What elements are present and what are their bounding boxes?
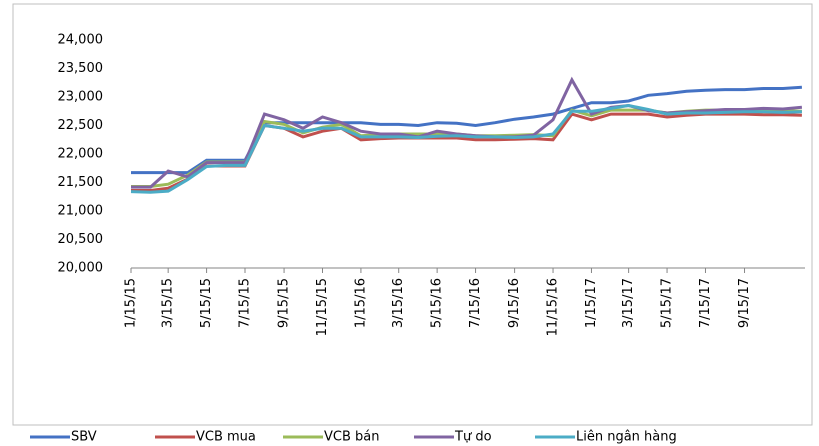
x-tick-label: 5/15/16 [430,278,445,328]
x-tick-label: 9/15/17 [737,278,752,328]
x-tick-label: 9/15/15 [277,278,292,328]
x-tick-label: 3/15/15 [161,278,176,328]
x-tick-label: 1/15/15 [124,278,139,328]
series-line [130,103,802,194]
x-tick-label: 11/15/15 [315,278,330,336]
y-tick-label: 23,000 [58,90,104,105]
y-tick-label: 22,000 [58,147,104,162]
series-line [131,108,802,188]
legend-label: VCB mua [196,430,256,445]
y-tick-label: 23,500 [58,61,104,76]
x-tick-label: 3/15/17 [621,278,636,328]
legend-label: VCB bán [324,430,379,445]
y-tick-label: 21,500 [58,175,104,190]
x-tick-label: 11/15/16 [546,278,561,336]
x-tick-label: 5/15/15 [199,278,214,328]
x-tick-label: 7/15/17 [698,278,713,328]
x-tick-label: 1/15/17 [584,278,599,328]
y-tick-label: 20,500 [58,232,104,247]
series-line [131,76,803,189]
y-tick-label: 24,000 [58,33,104,48]
x-tick-label: 3/15/16 [391,278,406,328]
x-tick-label: 5/15/17 [660,278,675,328]
series-line [131,85,802,175]
x-tick-label: 9/15/16 [507,278,522,328]
legend-label: Tự do [454,430,492,445]
legend-label: Liên ngân hàng [576,430,677,445]
x-tick-label: 7/15/16 [468,278,483,328]
x-tick-label: 1/15/16 [353,278,368,328]
x-tick-label: 7/15/15 [238,278,253,328]
y-tick-label: 21,000 [58,204,104,219]
y-tick-label: 20,000 [58,261,104,276]
legend-label: SBV [71,430,97,445]
y-tick-label: 22,500 [58,118,104,133]
chart-frame [12,3,813,426]
